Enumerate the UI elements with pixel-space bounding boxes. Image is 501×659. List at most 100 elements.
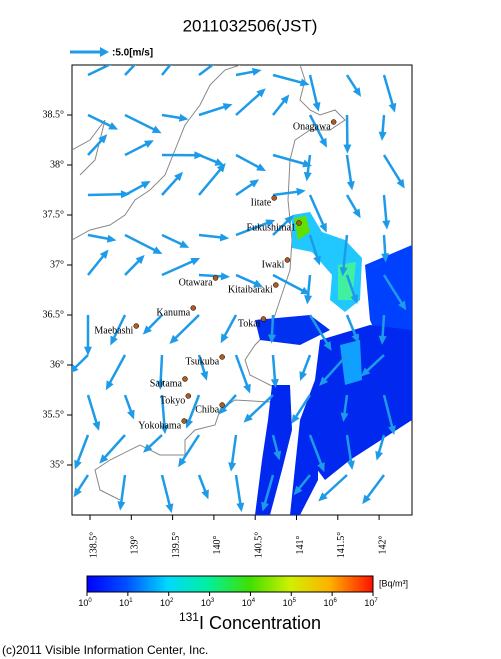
tick-exp: 0	[88, 598, 92, 604]
tick-base: 10	[323, 598, 333, 608]
tick-exp: 7	[374, 598, 378, 604]
wind-arrow-head	[270, 378, 279, 389]
title-main: I Concentration	[199, 613, 321, 633]
wind-arrow	[230, 434, 238, 468]
wind-arrow-head	[220, 272, 231, 281]
wind-arrow-head	[375, 450, 383, 461]
wind-arrow-head	[218, 405, 228, 415]
wind-arrow-head	[142, 325, 152, 335]
wind-arrow-head	[176, 47, 185, 57]
wind-arrow-head	[152, 246, 163, 255]
lat-label: 36°	[50, 359, 64, 370]
wind-arrow-head	[117, 65, 118, 66]
wind-arrow-head	[319, 137, 327, 148]
wind-arrow	[382, 394, 395, 432]
wind-arrow-head	[179, 240, 190, 248]
place-label: Kanuma	[156, 307, 190, 318]
wind-arrow	[320, 474, 348, 500]
wind-arrow	[160, 474, 172, 510]
place-label: Fukushima1	[247, 222, 296, 233]
tick-base: 10	[242, 598, 252, 608]
tick-base: 10	[283, 598, 293, 608]
place-label: Tokai	[238, 318, 261, 329]
wind-arrow-head	[156, 380, 165, 390]
wind-arrow-head	[339, 266, 348, 277]
wind-arrow-head	[313, 255, 321, 266]
wind-arrow-head	[169, 334, 179, 345]
plume-sea	[300, 325, 412, 480]
lon-label: 141.5°	[336, 532, 347, 559]
wind-arrow	[382, 274, 406, 308]
wind-arrow	[272, 273, 308, 294]
wind-arrow-head	[340, 412, 349, 422]
wind-arrows	[72, 47, 407, 514]
place-label: Iwaki	[262, 259, 285, 270]
place-label: Yokohama	[138, 420, 181, 431]
wind-arrow-head	[378, 131, 387, 141]
map-body: Onagawa Iitate Fukushima1 Iwaki Otawara Kitai…	[72, 47, 412, 515]
wind-arrow	[308, 74, 319, 109]
place-label: Tsukuba	[185, 356, 219, 367]
wind-arrow-head	[362, 494, 371, 505]
place-dot	[219, 354, 225, 360]
wind-arrow	[292, 394, 312, 422]
wind-arrow-head	[236, 502, 245, 513]
wind-arrow-head	[190, 257, 201, 266]
wind-arrow-head	[291, 414, 300, 424]
place-label: Otawara	[179, 277, 213, 288]
place-dot	[212, 275, 219, 281]
wind-arrow	[171, 314, 200, 343]
colorbar	[86, 575, 374, 593]
lat-label: 37°	[50, 259, 64, 270]
wind-arrow-head	[243, 383, 251, 394]
place-label: Maebashi	[94, 325, 133, 336]
wind-arrow-head	[280, 94, 290, 105]
wind-arrow-head	[222, 103, 233, 111]
wind-arrow-head	[221, 52, 231, 61]
footer: (c)2011 Visible Information Center, Inc.	[2, 643, 208, 657]
wind-arrow-head	[381, 253, 390, 263]
lon-label: 140.5°	[253, 532, 264, 559]
wind-arrow-head	[174, 171, 184, 182]
wind-arrow-head	[178, 113, 189, 122]
wind-arrow-head	[243, 413, 253, 423]
wind-arrow-head	[299, 78, 310, 87]
wind-arrow-head	[346, 180, 355, 191]
wind-arrow-head	[360, 367, 371, 377]
plume-east	[365, 245, 412, 345]
lon-label: 139°	[130, 536, 141, 555]
wind-arrow	[87, 65, 112, 77]
place-dot	[284, 257, 291, 263]
lon-label: 140°	[212, 536, 223, 555]
wind-arrow-head	[151, 125, 162, 134]
wind-arrow	[345, 434, 353, 467]
place-dot	[182, 376, 188, 382]
wind-arrow-head	[214, 158, 225, 166]
wind-arrow-head	[201, 489, 209, 500]
colorbar-label: 100	[78, 598, 92, 609]
wind-arrow-head	[200, 370, 209, 381]
wind-arrow-head	[144, 140, 154, 148]
wind-arrow-head	[106, 234, 117, 243]
place-label: Chiba	[195, 404, 219, 415]
wind-arrow-head	[117, 501, 126, 511]
wind-arrow	[87, 192, 127, 197]
wind-arrow-head	[251, 67, 262, 76]
wind-arrow-head	[350, 294, 359, 305]
wind-arrow-head	[303, 171, 312, 182]
wind-arrow	[308, 194, 327, 230]
wind-arrow	[100, 434, 126, 462]
tick-base: 10	[364, 598, 374, 608]
wind-arrow-head	[165, 503, 174, 514]
wind-arrow-head	[127, 409, 135, 420]
place-dot	[296, 220, 302, 226]
tick-exp: 2	[170, 598, 174, 604]
wind-arrow-head	[268, 334, 277, 344]
wind-arrow	[234, 474, 243, 509]
place-dot	[219, 402, 225, 408]
wind-arrow	[382, 194, 388, 226]
wind-arrow-head	[378, 335, 387, 345]
wind-arrow	[382, 74, 396, 110]
wind-arrow	[198, 165, 225, 196]
tick-exp: 6	[333, 598, 337, 604]
